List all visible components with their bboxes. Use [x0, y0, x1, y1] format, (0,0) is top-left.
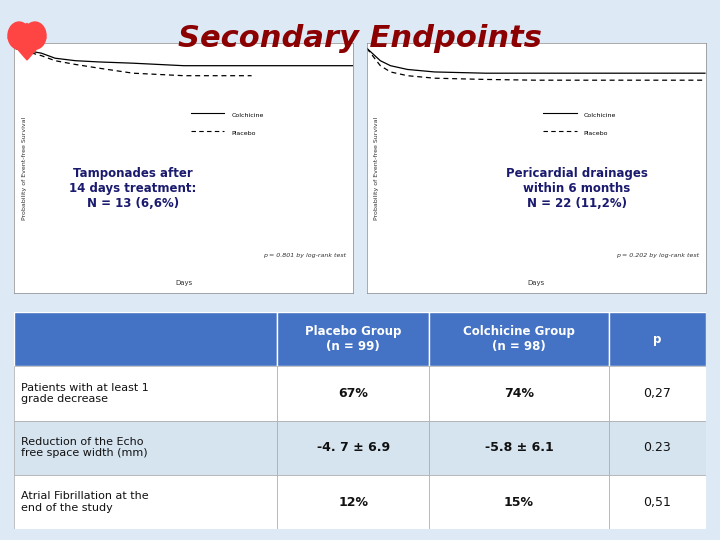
Text: Secondary Endpoints: Secondary Endpoints [178, 24, 542, 53]
Text: 74%: 74% [504, 387, 534, 400]
FancyBboxPatch shape [429, 366, 609, 421]
Text: 0,51: 0,51 [643, 496, 671, 509]
Text: Reduction of the Echo
free space width (mm): Reduction of the Echo free space width (… [22, 437, 148, 458]
Text: Patients with at least 1
grade decrease: Patients with at least 1 grade decrease [22, 382, 149, 404]
FancyBboxPatch shape [277, 312, 429, 366]
Circle shape [24, 22, 46, 49]
FancyBboxPatch shape [277, 366, 429, 421]
FancyBboxPatch shape [429, 475, 609, 529]
Text: p = 0.202 by log-rank test: p = 0.202 by log-rank test [616, 253, 699, 258]
Text: Placebo: Placebo [584, 131, 608, 136]
Text: 67%: 67% [338, 387, 368, 400]
FancyBboxPatch shape [14, 366, 277, 421]
Circle shape [8, 22, 30, 49]
Text: 12%: 12% [338, 496, 368, 509]
FancyBboxPatch shape [14, 421, 277, 475]
Text: p: p [653, 333, 662, 346]
FancyBboxPatch shape [277, 475, 429, 529]
Text: Colchicine: Colchicine [231, 113, 264, 118]
Text: 0,27: 0,27 [643, 387, 671, 400]
Text: -4. 7 ± 6.9: -4. 7 ± 6.9 [317, 441, 390, 454]
Text: Atrial Fibrillation at the
end of the study: Atrial Fibrillation at the end of the st… [22, 491, 149, 513]
FancyBboxPatch shape [609, 312, 706, 366]
FancyBboxPatch shape [429, 421, 609, 475]
Text: Probability of Event-free Survival: Probability of Event-free Survival [374, 117, 379, 220]
FancyBboxPatch shape [609, 475, 706, 529]
Text: Placebo: Placebo [231, 131, 256, 136]
Text: Placebo Group
(n = 99): Placebo Group (n = 99) [305, 325, 401, 353]
Text: Days: Days [175, 280, 192, 286]
FancyBboxPatch shape [277, 421, 429, 475]
FancyBboxPatch shape [14, 475, 277, 529]
Text: Colchicine Group
(n = 98): Colchicine Group (n = 98) [463, 325, 575, 353]
Text: 0.23: 0.23 [644, 441, 671, 454]
Polygon shape [8, 23, 46, 60]
Text: Colchicine: Colchicine [584, 113, 616, 118]
Text: Tamponades after
14 days treatment:
N = 13 (6,6%): Tamponades after 14 days treatment: N = … [69, 167, 197, 210]
Text: Days: Days [528, 280, 545, 286]
FancyBboxPatch shape [609, 366, 706, 421]
FancyBboxPatch shape [429, 312, 609, 366]
Text: p = 0.801 by log-rank test: p = 0.801 by log-rank test [264, 253, 346, 258]
Text: Probability of Event-free Survival: Probability of Event-free Survival [22, 117, 27, 220]
Text: 15%: 15% [504, 496, 534, 509]
FancyBboxPatch shape [14, 312, 277, 366]
Text: -5.8 ± 6.1: -5.8 ± 6.1 [485, 441, 554, 454]
FancyBboxPatch shape [609, 421, 706, 475]
Text: Pericardial drainages
within 6 months
N = 22 (11,2%): Pericardial drainages within 6 months N … [506, 167, 648, 210]
